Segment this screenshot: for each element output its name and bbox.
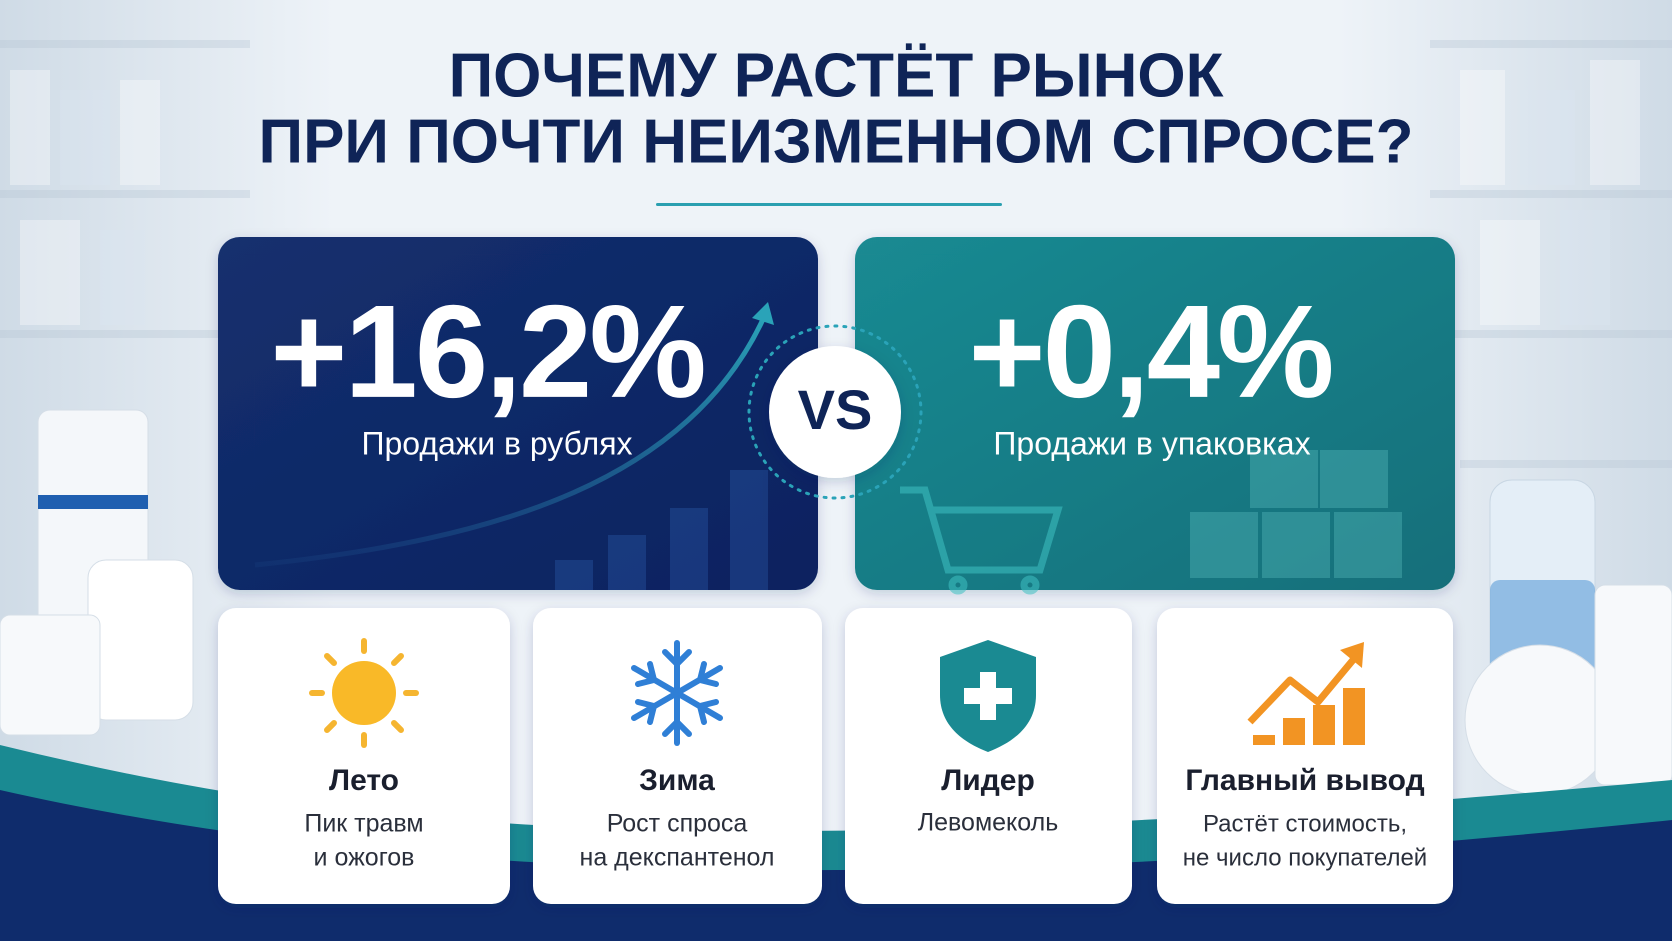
card-label: Продажи в рублях	[361, 425, 632, 461]
shelf	[0, 40, 250, 48]
card-text: Пик травм	[304, 810, 423, 838]
title-line: ПОЧЕМУ РАСТЁТ РЫНОК	[449, 41, 1224, 110]
vs-circle	[769, 346, 901, 478]
icon-bar	[1343, 688, 1365, 745]
sun-ray	[391, 720, 404, 733]
jar	[87, 559, 194, 721]
vs-label: VS	[798, 378, 873, 441]
deco-bar	[555, 560, 593, 590]
box	[1560, 210, 1610, 325]
card-text: и ожогов	[314, 844, 415, 872]
bandage-roll	[1464, 644, 1616, 796]
deco-bar	[608, 535, 646, 590]
card-text: не число покупателей	[1183, 844, 1427, 871]
flake-tips	[635, 661, 719, 725]
icon-bar	[1313, 705, 1335, 745]
divider	[656, 203, 1002, 206]
tube-stripe	[38, 495, 148, 509]
cart-icon	[900, 486, 1063, 595]
deco-box	[1320, 450, 1388, 508]
flake-tips	[662, 649, 692, 737]
card-title: Зима	[639, 764, 715, 797]
flake-tips	[635, 661, 719, 725]
box	[100, 230, 145, 325]
sun-icon	[309, 638, 419, 748]
bandage-roll	[1594, 584, 1672, 786]
box	[120, 80, 160, 185]
box	[1590, 60, 1640, 185]
big-value: +16,2%	[270, 278, 703, 425]
card-bars	[555, 470, 768, 590]
card-title: Главный вывод	[1185, 764, 1424, 797]
card-title: Лето	[329, 764, 399, 797]
shelf	[1450, 330, 1672, 338]
deco-box	[1262, 512, 1330, 578]
sun-ray	[324, 720, 337, 733]
card-label: Продажи в упаковках	[993, 425, 1310, 461]
shelf	[1430, 40, 1672, 48]
card-text: Левомеколь	[918, 809, 1059, 837]
shelf	[1460, 460, 1672, 468]
deco-box	[1190, 512, 1258, 578]
box	[1460, 70, 1505, 185]
vs-ring	[747, 324, 923, 500]
card-text: Рост спроса	[607, 810, 748, 838]
growth-arrow	[254, 313, 768, 568]
card-text: Растёт стоимость,	[1203, 810, 1407, 837]
icon-bar	[1253, 735, 1275, 745]
cart-wheel	[948, 575, 968, 595]
deco-box	[1250, 450, 1318, 508]
snowflake-icon	[631, 640, 723, 746]
icon-arrow	[1340, 642, 1364, 668]
shelf	[1430, 190, 1672, 198]
cart-wheel	[1020, 575, 1040, 595]
big-value: +0,4%	[969, 278, 1332, 425]
card-text: на декспантенол	[580, 844, 775, 872]
title-line: ПРИ ПОЧТИ НЕИЗМЕННОМ СПРОСЕ?	[259, 107, 1414, 176]
icon-bar	[1283, 718, 1305, 745]
shelves	[0, 40, 1672, 468]
icon-line	[1247, 651, 1361, 725]
box	[10, 70, 50, 185]
sun-ray	[391, 653, 404, 666]
card-title: Лидер	[941, 764, 1035, 797]
sun-ray	[324, 653, 337, 666]
cart-body	[900, 486, 1063, 574]
growth-icon	[1247, 642, 1365, 745]
sales-pack-card	[855, 237, 1455, 590]
cross	[964, 688, 1012, 704]
shelf	[0, 330, 220, 338]
box	[1480, 220, 1540, 325]
gauze	[0, 614, 101, 736]
deco-bar	[670, 508, 708, 590]
sales-rub-card	[218, 237, 818, 590]
info-card	[1157, 608, 1453, 904]
sun-core	[332, 661, 396, 725]
flake-arm	[631, 665, 723, 721]
arrow-head	[752, 302, 774, 325]
deco-box	[1334, 512, 1402, 578]
box	[1520, 90, 1575, 185]
deco-bar	[730, 470, 768, 590]
boxes	[1190, 450, 1402, 578]
shelf	[0, 190, 250, 198]
info-card	[533, 608, 822, 904]
info-card	[845, 608, 1132, 904]
box	[20, 220, 80, 325]
info-card	[218, 608, 510, 904]
box	[60, 90, 110, 185]
shield-icon	[940, 640, 1036, 752]
